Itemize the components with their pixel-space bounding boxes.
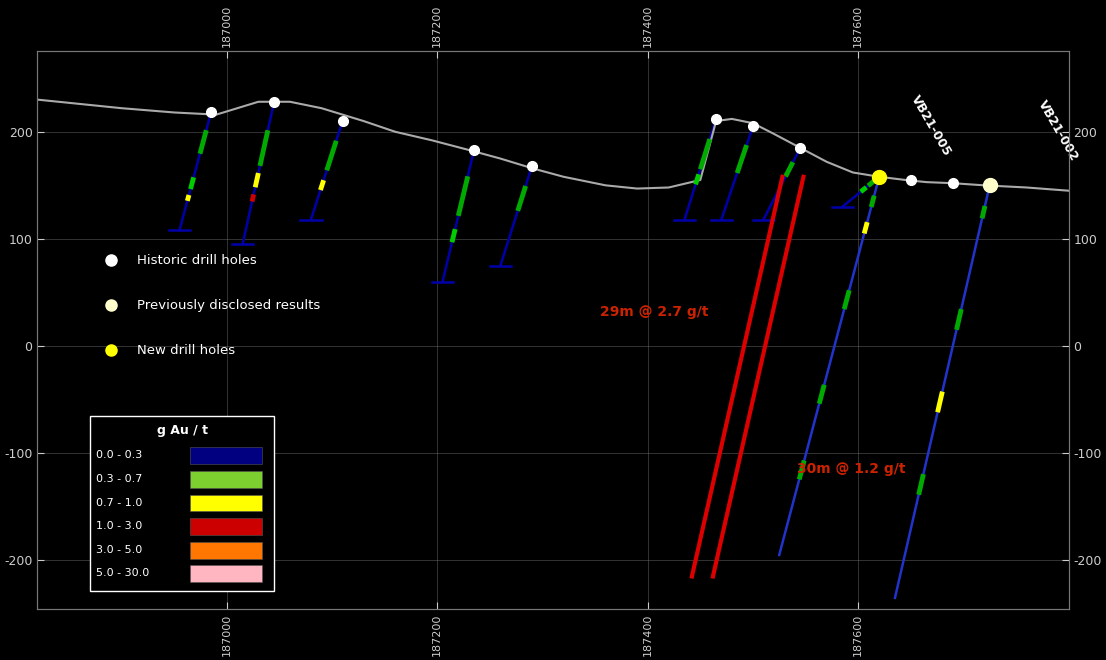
Bar bbox=[190, 518, 261, 535]
Bar bbox=[190, 542, 261, 558]
Bar bbox=[190, 494, 261, 512]
Bar bbox=[190, 447, 261, 465]
Text: 0.3 - 0.7: 0.3 - 0.7 bbox=[96, 474, 143, 484]
Text: VB21-005: VB21-005 bbox=[909, 93, 953, 158]
Text: 29m @ 2.7 g/t: 29m @ 2.7 g/t bbox=[601, 305, 709, 319]
Text: VB21-002: VB21-002 bbox=[1035, 98, 1081, 164]
Text: 30m @ 1.2 g/t: 30m @ 1.2 g/t bbox=[797, 461, 906, 475]
Text: 1.0 - 3.0: 1.0 - 3.0 bbox=[96, 521, 143, 531]
Bar bbox=[90, 416, 274, 591]
Text: New drill holes: New drill holes bbox=[137, 344, 236, 357]
Text: 0.0 - 0.3: 0.0 - 0.3 bbox=[96, 450, 143, 461]
Text: 0.7 - 1.0: 0.7 - 1.0 bbox=[96, 498, 143, 508]
Text: g Au / t: g Au / t bbox=[157, 424, 208, 437]
Text: 3.0 - 5.0: 3.0 - 5.0 bbox=[96, 544, 143, 554]
Text: Historic drill holes: Historic drill holes bbox=[137, 254, 257, 267]
Bar bbox=[190, 471, 261, 488]
Bar bbox=[190, 565, 261, 582]
Text: Previously disclosed results: Previously disclosed results bbox=[137, 299, 321, 312]
Text: 5.0 - 30.0: 5.0 - 30.0 bbox=[96, 568, 149, 578]
